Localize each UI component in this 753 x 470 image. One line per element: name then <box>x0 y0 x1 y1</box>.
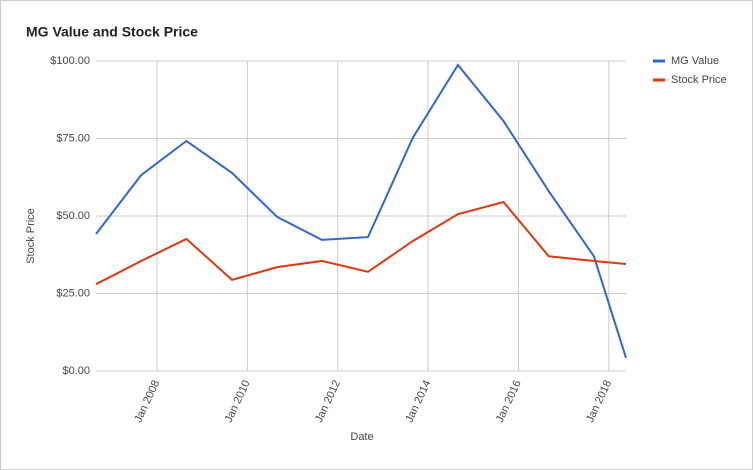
legend-label: MG Value <box>671 55 719 67</box>
series-line <box>95 63 627 359</box>
chart-title: MG Value and Stock Price <box>26 24 198 40</box>
y-tick-label: $75.00 <box>56 132 90 144</box>
y-tick-label: $100.00 <box>50 55 90 67</box>
x-axis-title: Date <box>350 431 373 443</box>
y-tick-label: $50.00 <box>56 210 90 222</box>
series-line <box>95 200 627 286</box>
y-tick-label: $0.00 <box>62 365 90 377</box>
y-axis-title: Stock Price <box>25 208 37 264</box>
y-tick-label: $25.00 <box>56 287 90 299</box>
legend-label: Stock Price <box>671 74 727 86</box>
